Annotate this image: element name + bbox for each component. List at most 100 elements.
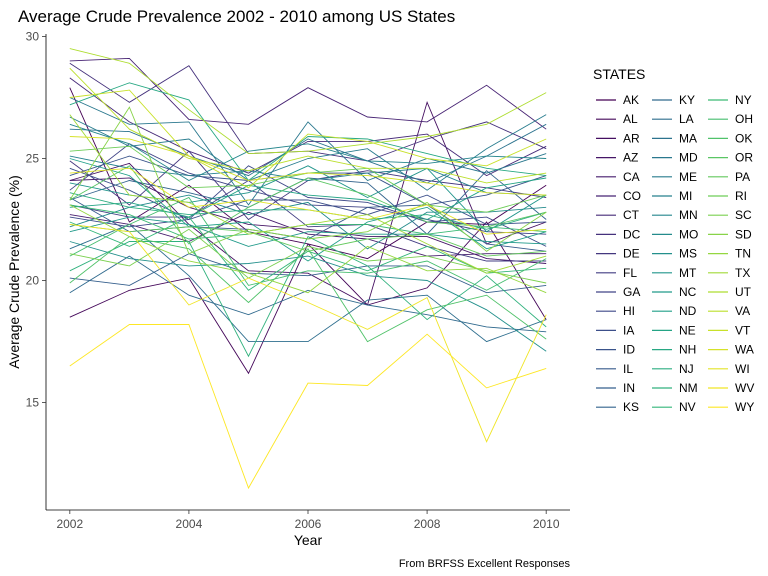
legend-item: GA [596, 285, 640, 299]
legend-item: ID [596, 343, 635, 357]
series-line-fl [69, 179, 547, 262]
legend-item: MN [652, 208, 698, 222]
legend-label: NJ [679, 362, 694, 376]
y-axis-ticks: 15 20 25 30 [26, 29, 46, 410]
legend-item: OH [708, 112, 753, 126]
legend-label: NH [679, 343, 696, 357]
series-line-ut [69, 48, 547, 155]
x-tick-label: 2002 [56, 517, 83, 531]
legend-label: CT [623, 208, 640, 222]
legend: STATES AK AL AR AZ CA CO CT DC DE FL GA HI IA ID IL IN K… [593, 66, 754, 414]
legend-item: LA [652, 112, 694, 126]
series-line-me [69, 114, 547, 191]
legend-item: NE [652, 323, 696, 337]
legend-item: MI [652, 189, 692, 203]
legend-label: FL [623, 266, 637, 280]
legend-item: IL [596, 362, 633, 376]
series-line-dc [69, 62, 547, 162]
legend-item: NV [652, 400, 696, 414]
legend-label: NC [679, 285, 697, 299]
legend-item: DE [596, 247, 640, 261]
series-line-nm [69, 235, 547, 358]
legend-label: NY [735, 93, 752, 107]
legend-item: AZ [596, 151, 638, 165]
series-line-wi [69, 167, 547, 235]
legend-item: AR [596, 131, 640, 145]
legend-label: AR [623, 131, 640, 145]
legend-label: UT [735, 285, 752, 299]
legend-label: ND [679, 304, 697, 318]
legend-label: VA [735, 304, 750, 318]
legend-label: WA [735, 343, 754, 357]
plot-panel: 2002 2004 2006 2008 2010 15 20 25 30 [26, 29, 570, 531]
series-line-in [69, 253, 547, 294]
legend-label: MI [679, 189, 692, 203]
series-line-ga [69, 143, 547, 235]
series-line-ar [69, 100, 547, 306]
y-axis-title: Average Crude Prevalence (%) [6, 175, 22, 369]
legend-label: OR [735, 151, 753, 165]
legend-item: MT [652, 266, 697, 280]
legend-label: WY [735, 400, 754, 414]
legend-item: CA [596, 170, 640, 184]
legend-item: AL [596, 112, 638, 126]
legend-label: TX [735, 266, 750, 280]
legend-item: TX [708, 266, 750, 280]
legend-item: WV [708, 381, 754, 395]
series-line-tn [69, 204, 547, 294]
series-line-ia [69, 167, 547, 225]
series-line-mi [69, 155, 547, 196]
legend-label: AZ [623, 151, 638, 165]
legend-label: SD [735, 227, 752, 241]
series-line-nc [69, 216, 547, 247]
legend-label: GA [623, 285, 640, 299]
legend-label: MA [679, 131, 697, 145]
legend-label: CA [623, 170, 640, 184]
legend-item: MS [652, 247, 697, 261]
series-line-vt [69, 89, 547, 189]
legend-label: ME [679, 170, 697, 184]
legend-item: MD [652, 151, 698, 165]
legend-label: VT [735, 323, 751, 337]
series-line-oh [69, 196, 547, 291]
legend-item: SC [708, 208, 752, 222]
legend-label: NV [679, 400, 696, 414]
series-line-tx [69, 114, 547, 274]
legend-label: LA [679, 112, 694, 126]
legend-label: WV [735, 381, 754, 395]
legend-label: CO [623, 189, 641, 203]
series-line-co [69, 57, 547, 130]
legend-item: TN [708, 247, 751, 261]
x-axis-ticks: 2002 2004 2006 2008 2010 [56, 510, 560, 531]
legend-item: SD [708, 227, 752, 241]
series-line-ky [69, 255, 547, 333]
legend-item: AK [596, 93, 639, 107]
series-line-mo [69, 194, 547, 250]
legend-label: OK [735, 131, 752, 145]
y-tick-label: 25 [26, 151, 40, 165]
legend-label: NE [679, 323, 696, 337]
legend-label: KS [623, 400, 639, 414]
legend-item: UT [708, 285, 752, 299]
legend-item: WI [708, 362, 750, 376]
legend-item: PA [708, 170, 750, 184]
legend-item: IA [596, 323, 634, 337]
y-tick-label: 20 [26, 274, 40, 288]
legend-item: IN [596, 381, 635, 395]
legend-item: DC [596, 227, 641, 241]
legend-item: WA [708, 343, 754, 357]
legend-items: AK AL AR AZ CA CO CT DC DE FL GA HI IA ID IL IN KS KY LA MA… [596, 93, 754, 414]
legend-item: OK [708, 131, 752, 145]
legend-item: NJ [652, 362, 694, 376]
legend-item: MA [652, 131, 697, 145]
series-line-sc [69, 228, 547, 284]
legend-item: VT [708, 323, 751, 337]
legend-label: RI [735, 189, 747, 203]
series-line-wa [69, 136, 547, 196]
legend-label: MO [679, 227, 698, 241]
legend-label: HI [623, 304, 635, 318]
series-lines [69, 48, 547, 490]
legend-item: ND [652, 304, 697, 318]
legend-label: IL [623, 362, 633, 376]
